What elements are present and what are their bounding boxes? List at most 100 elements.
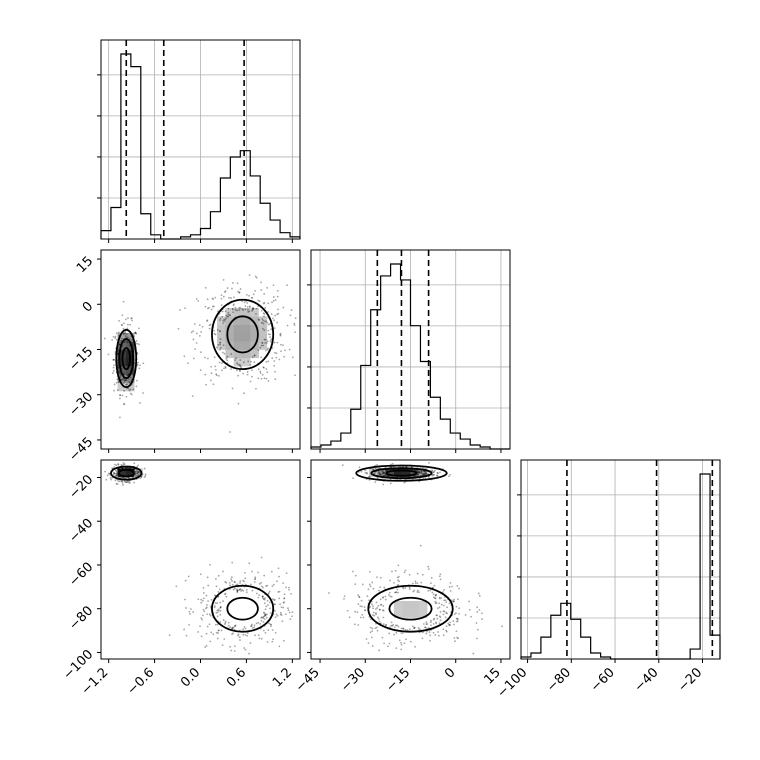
scatter-point-pair-p0-p2-0 [127,476,130,479]
scatter-point-pair-p0-p2-1 [270,623,273,626]
scatter-point-pair-p0-p2-1 [277,567,280,570]
scatter-point-pair-p1-p2-0 [420,470,423,473]
scatter-point-pair-p0-p2-0 [123,480,126,483]
scatter-point-pair-p0-p1-1 [214,368,217,371]
scatter-point-pair-p0-p1-1 [214,333,217,336]
scatter-point-pair-p0-p1-0 [112,359,115,361]
scatter-point-pair-p0-p2-0 [122,476,125,479]
scatter-point-pair-p0-p2-1 [242,590,245,592]
scatter-point-pair-p1-p2-1 [363,606,366,608]
scatter-point-pair-p0-p2-1 [175,585,178,588]
scatter-point-pair-p1-p2-1 [378,608,381,611]
scatter-point-pair-p1-p2-0 [418,470,421,473]
scatter-point-pair-p0-p2-1 [205,644,208,647]
scatter-point-pair-p0-p2-0 [144,473,147,476]
scatter-point-pair-p1-p2-1 [358,595,361,598]
scatter-point-pair-p1-p2-1 [424,626,427,629]
density-bin-pair-p1-p2 [402,468,411,477]
scatter-point-pair-p0-p2-1 [218,588,221,591]
scatter-point-pair-p0-p2-1 [282,606,285,609]
scatter-point-pair-p0-p1-0 [122,372,125,375]
scatter-point-pair-p0-p1-0 [121,378,124,380]
scatter-point-pair-p1-p2-1 [439,578,442,581]
scatter-point-pair-p1-p2-1 [452,620,455,622]
scatter-point-pair-p1-p2-0 [378,473,381,476]
scatter-point-pair-p0-p1-1 [215,374,218,377]
scatter-point-pair-p0-p2-0 [124,481,127,483]
scatter-point-pair-p0-p2-0 [122,484,124,486]
scatter-point-pair-p0-p2-0 [121,467,124,470]
scatter-point-pair-p0-p1-1 [272,284,275,287]
scatter-point-pair-p0-p1-0 [112,370,115,372]
scatter-point-pair-p0-p1-0 [121,394,124,397]
scatter-point-pair-p0-p2-1 [257,634,260,637]
scatter-point-pair-p0-p2-1 [250,625,252,628]
scatter-point-pair-p1-p2-0 [431,474,434,477]
scatter-point-pair-p0-p2-1 [197,631,199,633]
scatter-point-pair-p0-p1-0 [118,343,121,346]
scatter-point-pair-p0-p1-1 [259,346,262,349]
scatter-point-pair-p0-p1-0 [123,341,126,343]
scatter-point-pair-p1-p2-1 [438,602,441,605]
scatter-point-pair-p0-p2-1 [254,634,256,637]
panel-border-diag-2 [520,459,721,660]
scatter-point-pair-p0-p1-1 [269,340,272,343]
scatter-point-pair-p0-p1-1 [223,367,225,370]
density-bin-pair-p1-p2 [369,468,378,477]
scatter-point-pair-p0-p2-1 [216,602,219,605]
scatter-point-pair-p0-p1-1 [219,330,222,333]
scatter-point-pair-p0-p2-0 [127,481,130,484]
scatter-point-pair-p0-p1-0 [120,379,123,382]
scatter-point-pair-p0-p2-1 [203,610,206,613]
scatter-point-pair-p0-p2-1 [210,631,213,634]
density-bin-pair-p1-p2 [418,468,428,477]
scatter-point-pair-p0-p1-0 [136,342,139,345]
scatter-point-pair-p1-p2-1 [430,624,432,627]
scatter-point-pair-p0-p2-0 [132,468,135,471]
scatter-point-pair-p1-p2-0 [447,475,450,478]
scatter-point-pair-p1-p2-0 [416,473,419,476]
density-bin-pair-p0-p1 [241,349,251,359]
scatter-point-pair-p1-p2-1 [414,580,417,583]
scatter-point-pair-p0-p2-1 [270,570,273,573]
scatter-point-pair-p0-p2-1 [254,576,257,579]
scatter-point-pair-p0-p2-1 [274,609,276,612]
scatter-point-pair-p0-p2-1 [265,616,268,619]
scatter-point-pair-p1-p2-1 [456,617,459,620]
scatter-point-pair-p0-p2-1 [168,634,171,637]
scatter-point-pair-p0-p1-1 [247,310,250,313]
scatter-point-pair-p0-p1-1 [242,309,245,312]
scatter-point-pair-p1-p2-0 [341,464,344,467]
scatter-point-pair-p0-p2-1 [197,598,200,601]
scatter-point-pair-p0-p1-0 [114,335,117,338]
scatter-point-pair-p0-p1-1 [224,365,227,368]
scatter-point-pair-p0-p1-1 [227,315,230,318]
scatter-point-pair-p1-p2-1 [455,612,457,615]
scatter-point-pair-p0-p1-1 [264,306,267,309]
scatter-point-pair-p0-p2-1 [287,607,289,610]
scatter-point-pair-p0-p2-0 [114,469,117,472]
scatter-point-pair-p0-p1-1 [253,354,256,357]
scatter-point-pair-p0-p2-1 [279,603,281,606]
scatter-point-pair-p0-p1-0 [131,343,134,346]
scatter-point-pair-p0-p2-1 [206,625,209,628]
scatter-point-pair-p1-p2-1 [352,570,354,573]
scatter-point-pair-p0-p1-0 [135,340,138,342]
scatter-point-pair-p0-p1-1 [226,315,229,318]
ytick-label-pair-p0-p1-4: 15 [74,254,96,276]
scatter-point-pair-p0-p1-1 [220,304,223,306]
scatter-point-pair-p0-p1-1 [218,330,221,332]
scatter-point-pair-p0-p1-0 [126,340,129,343]
contour-pair-p0-p2-1-1 [211,584,275,633]
scatter-point-pair-p1-p2-1 [470,615,473,618]
scatter-point-pair-p0-p2-1 [266,641,269,643]
scatter-point-pair-p0-p2-1 [224,620,227,623]
scatter-point-pair-p1-p2-0 [433,469,436,472]
scatter-point-pair-p1-p2-1 [456,620,459,623]
scatter-point-pair-p1-p2-0 [449,473,452,476]
scatter-point-pair-p0-p1-1 [260,281,262,284]
scatter-point-pair-p0-p2-1 [184,598,186,601]
scatter-point-pair-p0-p1-0 [126,383,129,386]
scatter-point-pair-p0-p1-0 [139,402,142,404]
scatter-point-pair-p0-p2-1 [273,598,276,601]
